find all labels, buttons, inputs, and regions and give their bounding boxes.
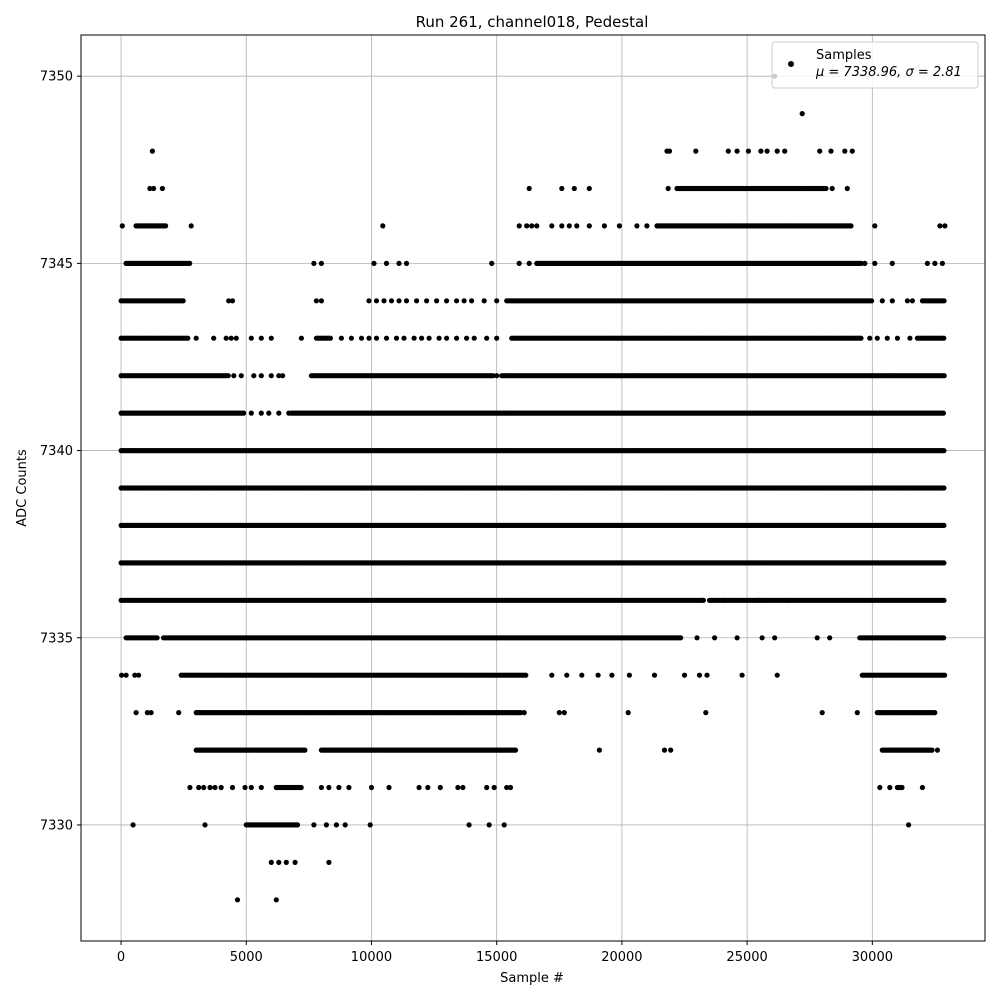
data-point bbox=[941, 560, 946, 565]
data-point bbox=[942, 673, 947, 678]
data-point bbox=[932, 710, 937, 715]
chart-title: Run 261, channel018, Pedestal bbox=[416, 13, 649, 31]
data-point bbox=[241, 411, 246, 416]
data-point bbox=[941, 635, 946, 640]
data-point bbox=[299, 785, 304, 790]
data-point bbox=[929, 748, 934, 753]
data-point bbox=[941, 485, 946, 490]
data-points bbox=[119, 74, 948, 903]
data-point bbox=[513, 748, 518, 753]
data-point bbox=[941, 411, 946, 416]
data-point bbox=[155, 635, 160, 640]
data-point bbox=[899, 785, 904, 790]
data-point bbox=[941, 598, 946, 603]
data-point bbox=[302, 748, 307, 753]
data-point bbox=[295, 822, 300, 827]
data-point bbox=[942, 373, 947, 378]
data-point bbox=[523, 673, 528, 678]
data-point bbox=[678, 635, 683, 640]
data-point bbox=[941, 448, 946, 453]
data-point bbox=[226, 373, 231, 378]
data-point bbox=[941, 523, 946, 528]
data-point bbox=[185, 336, 190, 341]
data-point bbox=[328, 336, 333, 341]
